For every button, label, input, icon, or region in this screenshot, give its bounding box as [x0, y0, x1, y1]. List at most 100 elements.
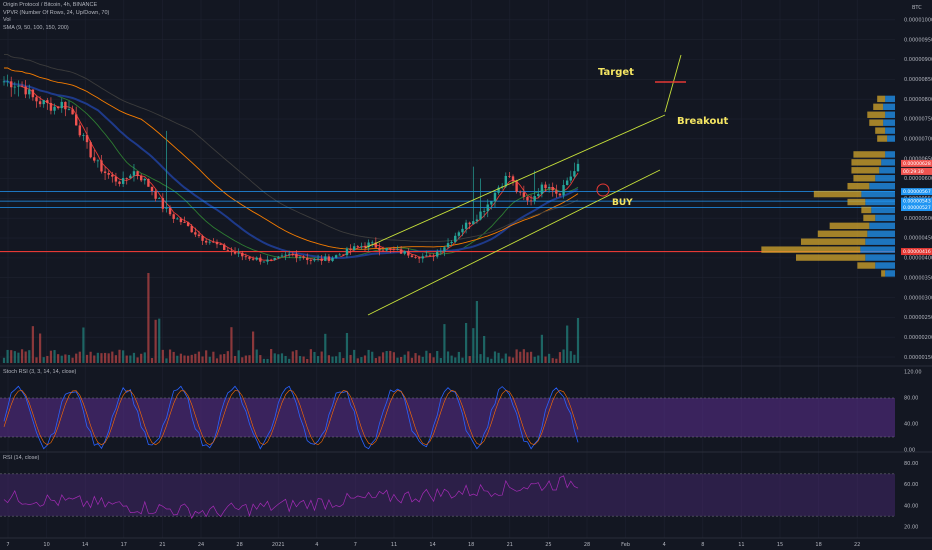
candle — [31, 89, 35, 98]
candle — [183, 222, 186, 223]
price-tick: 0.00000950 — [904, 37, 932, 43]
price-tag-text: 0.00000567 — [903, 189, 931, 195]
candle — [324, 256, 327, 261]
candle — [85, 135, 89, 143]
vpvr-up — [869, 222, 895, 230]
volume-bar — [320, 351, 323, 363]
volume-bar — [486, 357, 489, 363]
volume-bar — [327, 355, 331, 363]
volume-bar — [136, 357, 139, 363]
date-tick: 22 — [854, 542, 860, 548]
date-tick: 7 — [354, 542, 357, 548]
sma-line — [4, 80, 579, 262]
rsi-legend[interactable]: RSI (14, close) — [3, 455, 40, 461]
candle — [295, 253, 298, 258]
volume-bar — [270, 349, 273, 363]
date-tick: 7 — [6, 542, 9, 548]
volume-bar — [432, 357, 435, 363]
date-tick: Feb — [621, 542, 630, 548]
candle — [334, 255, 338, 258]
volume-bar — [367, 349, 370, 363]
volume-bar — [472, 328, 475, 363]
price-tick: 0.00000400 — [904, 256, 932, 262]
vpvr-legend[interactable]: VPVR (Number Of Rows, 24, Up/Down, 70) — [3, 9, 110, 16]
volume-bar — [291, 351, 294, 363]
volume-bar — [107, 353, 110, 363]
volume-bar — [96, 352, 99, 363]
stoch-k-line — [3, 385, 579, 450]
candle — [342, 254, 345, 256]
candle — [522, 192, 526, 197]
volume-bar — [201, 356, 204, 363]
candle — [407, 251, 410, 256]
vpvr-down — [875, 127, 886, 134]
candle — [352, 246, 356, 251]
sma-lines — [4, 54, 579, 262]
price-tag-text: 0.00000543 — [903, 199, 931, 205]
date-tick: 14 — [429, 542, 435, 548]
volume-bar — [132, 352, 136, 363]
candle — [280, 255, 284, 257]
volume-bar — [75, 353, 78, 363]
candle — [20, 85, 24, 87]
volume-bar — [298, 356, 302, 363]
volume-bar — [259, 355, 262, 363]
volume-bar — [526, 352, 529, 363]
volume-bar — [407, 351, 410, 363]
vpvr-up — [883, 103, 895, 111]
price-tick: 0.00000850 — [904, 77, 932, 83]
candle — [154, 191, 157, 199]
candle — [100, 160, 103, 172]
volume-bar — [150, 358, 154, 363]
vpvr-down — [817, 230, 868, 237]
date-tick: 18 — [815, 542, 821, 548]
volume-bar — [85, 354, 89, 363]
vpvr-up — [885, 95, 895, 103]
vpvr-down — [877, 95, 886, 103]
price-tick: 0.00000500 — [904, 216, 932, 222]
candle — [569, 176, 572, 181]
rsi-tick: 80.00 — [904, 461, 918, 467]
volume-bar — [42, 357, 45, 363]
volume-bar — [100, 353, 103, 363]
candle — [212, 241, 215, 243]
candle — [56, 106, 60, 109]
breakout-projection — [664, 54, 682, 113]
candle — [403, 251, 406, 254]
volume-bar — [205, 350, 208, 363]
candle — [385, 248, 388, 251]
stoch-legend[interactable]: Stoch RSI (3, 3, 14, 14, close) — [3, 369, 77, 375]
vpvr-down — [796, 254, 866, 261]
vpvr-up — [865, 254, 895, 261]
chart-title[interactable]: Origin Protocol / Bitcoin, 4h, BINANCE — [3, 2, 98, 8]
volume-bar — [490, 358, 493, 363]
volume-bar — [154, 319, 157, 363]
candle — [320, 258, 323, 261]
volume-profile — [761, 95, 895, 277]
volume-bar — [78, 351, 81, 363]
candle — [371, 242, 374, 244]
vpvr-up — [861, 190, 895, 198]
volume-bar — [114, 355, 118, 363]
volume-bar — [360, 357, 363, 363]
candle — [468, 222, 471, 225]
volume-bar — [111, 351, 114, 363]
volume-bar — [2, 357, 6, 363]
candle — [114, 176, 118, 182]
volume-bar — [306, 358, 309, 363]
candle — [60, 101, 63, 109]
candle — [490, 201, 493, 205]
volume-bar — [288, 358, 291, 363]
volume-bar — [533, 356, 536, 363]
volume-bar — [82, 327, 85, 363]
volume-bar — [143, 352, 146, 363]
vpvr-down — [761, 246, 861, 253]
candle — [121, 178, 125, 184]
vol-legend[interactable]: Vol — [3, 17, 11, 23]
sma-legend[interactable]: SMA (9, 50, 100, 150, 200) — [3, 24, 69, 31]
vpvr-up — [867, 230, 895, 237]
candle — [475, 219, 479, 222]
candle — [428, 255, 432, 257]
